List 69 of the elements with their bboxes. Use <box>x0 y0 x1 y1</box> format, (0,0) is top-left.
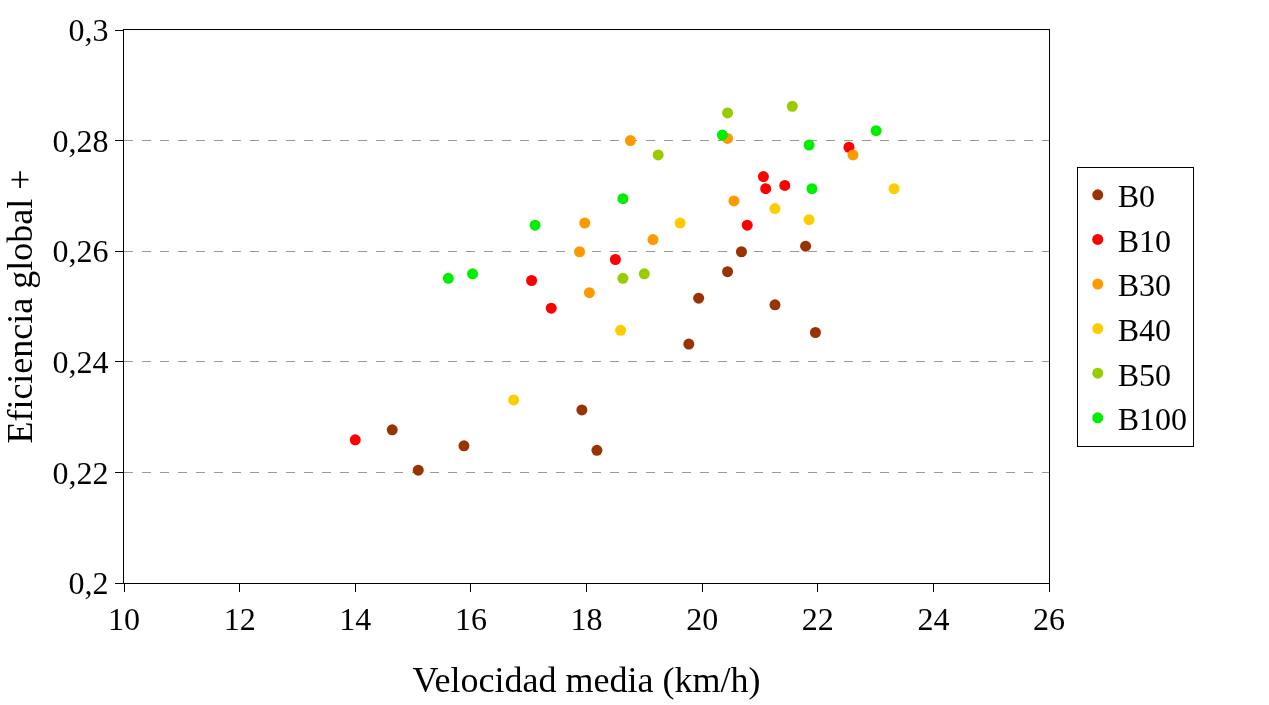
point <box>800 240 812 252</box>
point <box>529 219 541 231</box>
point <box>722 107 734 119</box>
point <box>591 444 603 456</box>
point <box>769 203 781 215</box>
point <box>574 246 586 258</box>
x-tick-label: 24 <box>917 601 950 638</box>
x-tick-label: 22 <box>801 601 834 638</box>
legend-label: B100 <box>1117 401 1188 438</box>
point <box>609 253 621 265</box>
point <box>458 440 470 452</box>
legend-label: B0 <box>1117 178 1156 215</box>
point <box>803 139 815 151</box>
point <box>674 217 686 229</box>
x-tick-label: 26 <box>1033 601 1065 638</box>
y-tick-label: 0,28 <box>52 122 109 159</box>
point <box>870 125 882 137</box>
point <box>652 149 664 161</box>
legend-label: B50 <box>1117 356 1172 393</box>
point <box>760 183 772 195</box>
y-tick-label: 0,26 <box>52 233 109 270</box>
point <box>617 193 629 205</box>
point <box>615 324 627 336</box>
point <box>579 217 591 229</box>
point <box>728 195 740 207</box>
point <box>779 179 791 191</box>
point <box>412 464 424 476</box>
y-tick-label: 0,22 <box>52 454 109 491</box>
point <box>624 135 636 147</box>
point <box>576 404 588 416</box>
point <box>769 299 781 311</box>
point <box>741 219 753 231</box>
point <box>545 302 557 314</box>
point <box>617 272 629 284</box>
legend-label: B30 <box>1117 267 1172 304</box>
x-tick-label: 14 <box>339 601 372 638</box>
legend-label: B40 <box>1117 312 1172 349</box>
point <box>888 183 900 195</box>
x-tick-label: 12 <box>223 601 256 638</box>
point <box>809 326 821 338</box>
point <box>693 292 705 304</box>
y-axis-title: Eficiencia global + <box>0 169 40 444</box>
point <box>847 149 859 161</box>
point <box>735 246 747 258</box>
point <box>757 171 769 183</box>
point <box>508 394 520 406</box>
point <box>467 268 479 280</box>
point <box>806 183 818 195</box>
point <box>716 129 728 141</box>
point <box>349 434 361 446</box>
point <box>647 234 659 246</box>
x-tick-label: 10 <box>108 601 140 638</box>
y-tick-label: 0,24 <box>52 344 109 380</box>
point <box>526 275 538 287</box>
point <box>683 338 695 350</box>
point <box>638 268 650 280</box>
point <box>786 100 798 112</box>
point <box>722 266 734 278</box>
x-tick-label: 20 <box>686 601 719 638</box>
point <box>386 424 398 436</box>
y-tick-label: 0,2 <box>68 565 109 602</box>
point <box>803 214 815 226</box>
y-tick-label: 0,3 <box>68 12 109 49</box>
x-axis-title: Velocidad media (km/h) <box>412 660 761 701</box>
x-tick-label: 18 <box>570 601 603 638</box>
point <box>583 287 595 299</box>
x-tick-label: 16 <box>454 601 487 638</box>
point <box>442 272 454 284</box>
legend-label: B10 <box>1117 222 1172 259</box>
